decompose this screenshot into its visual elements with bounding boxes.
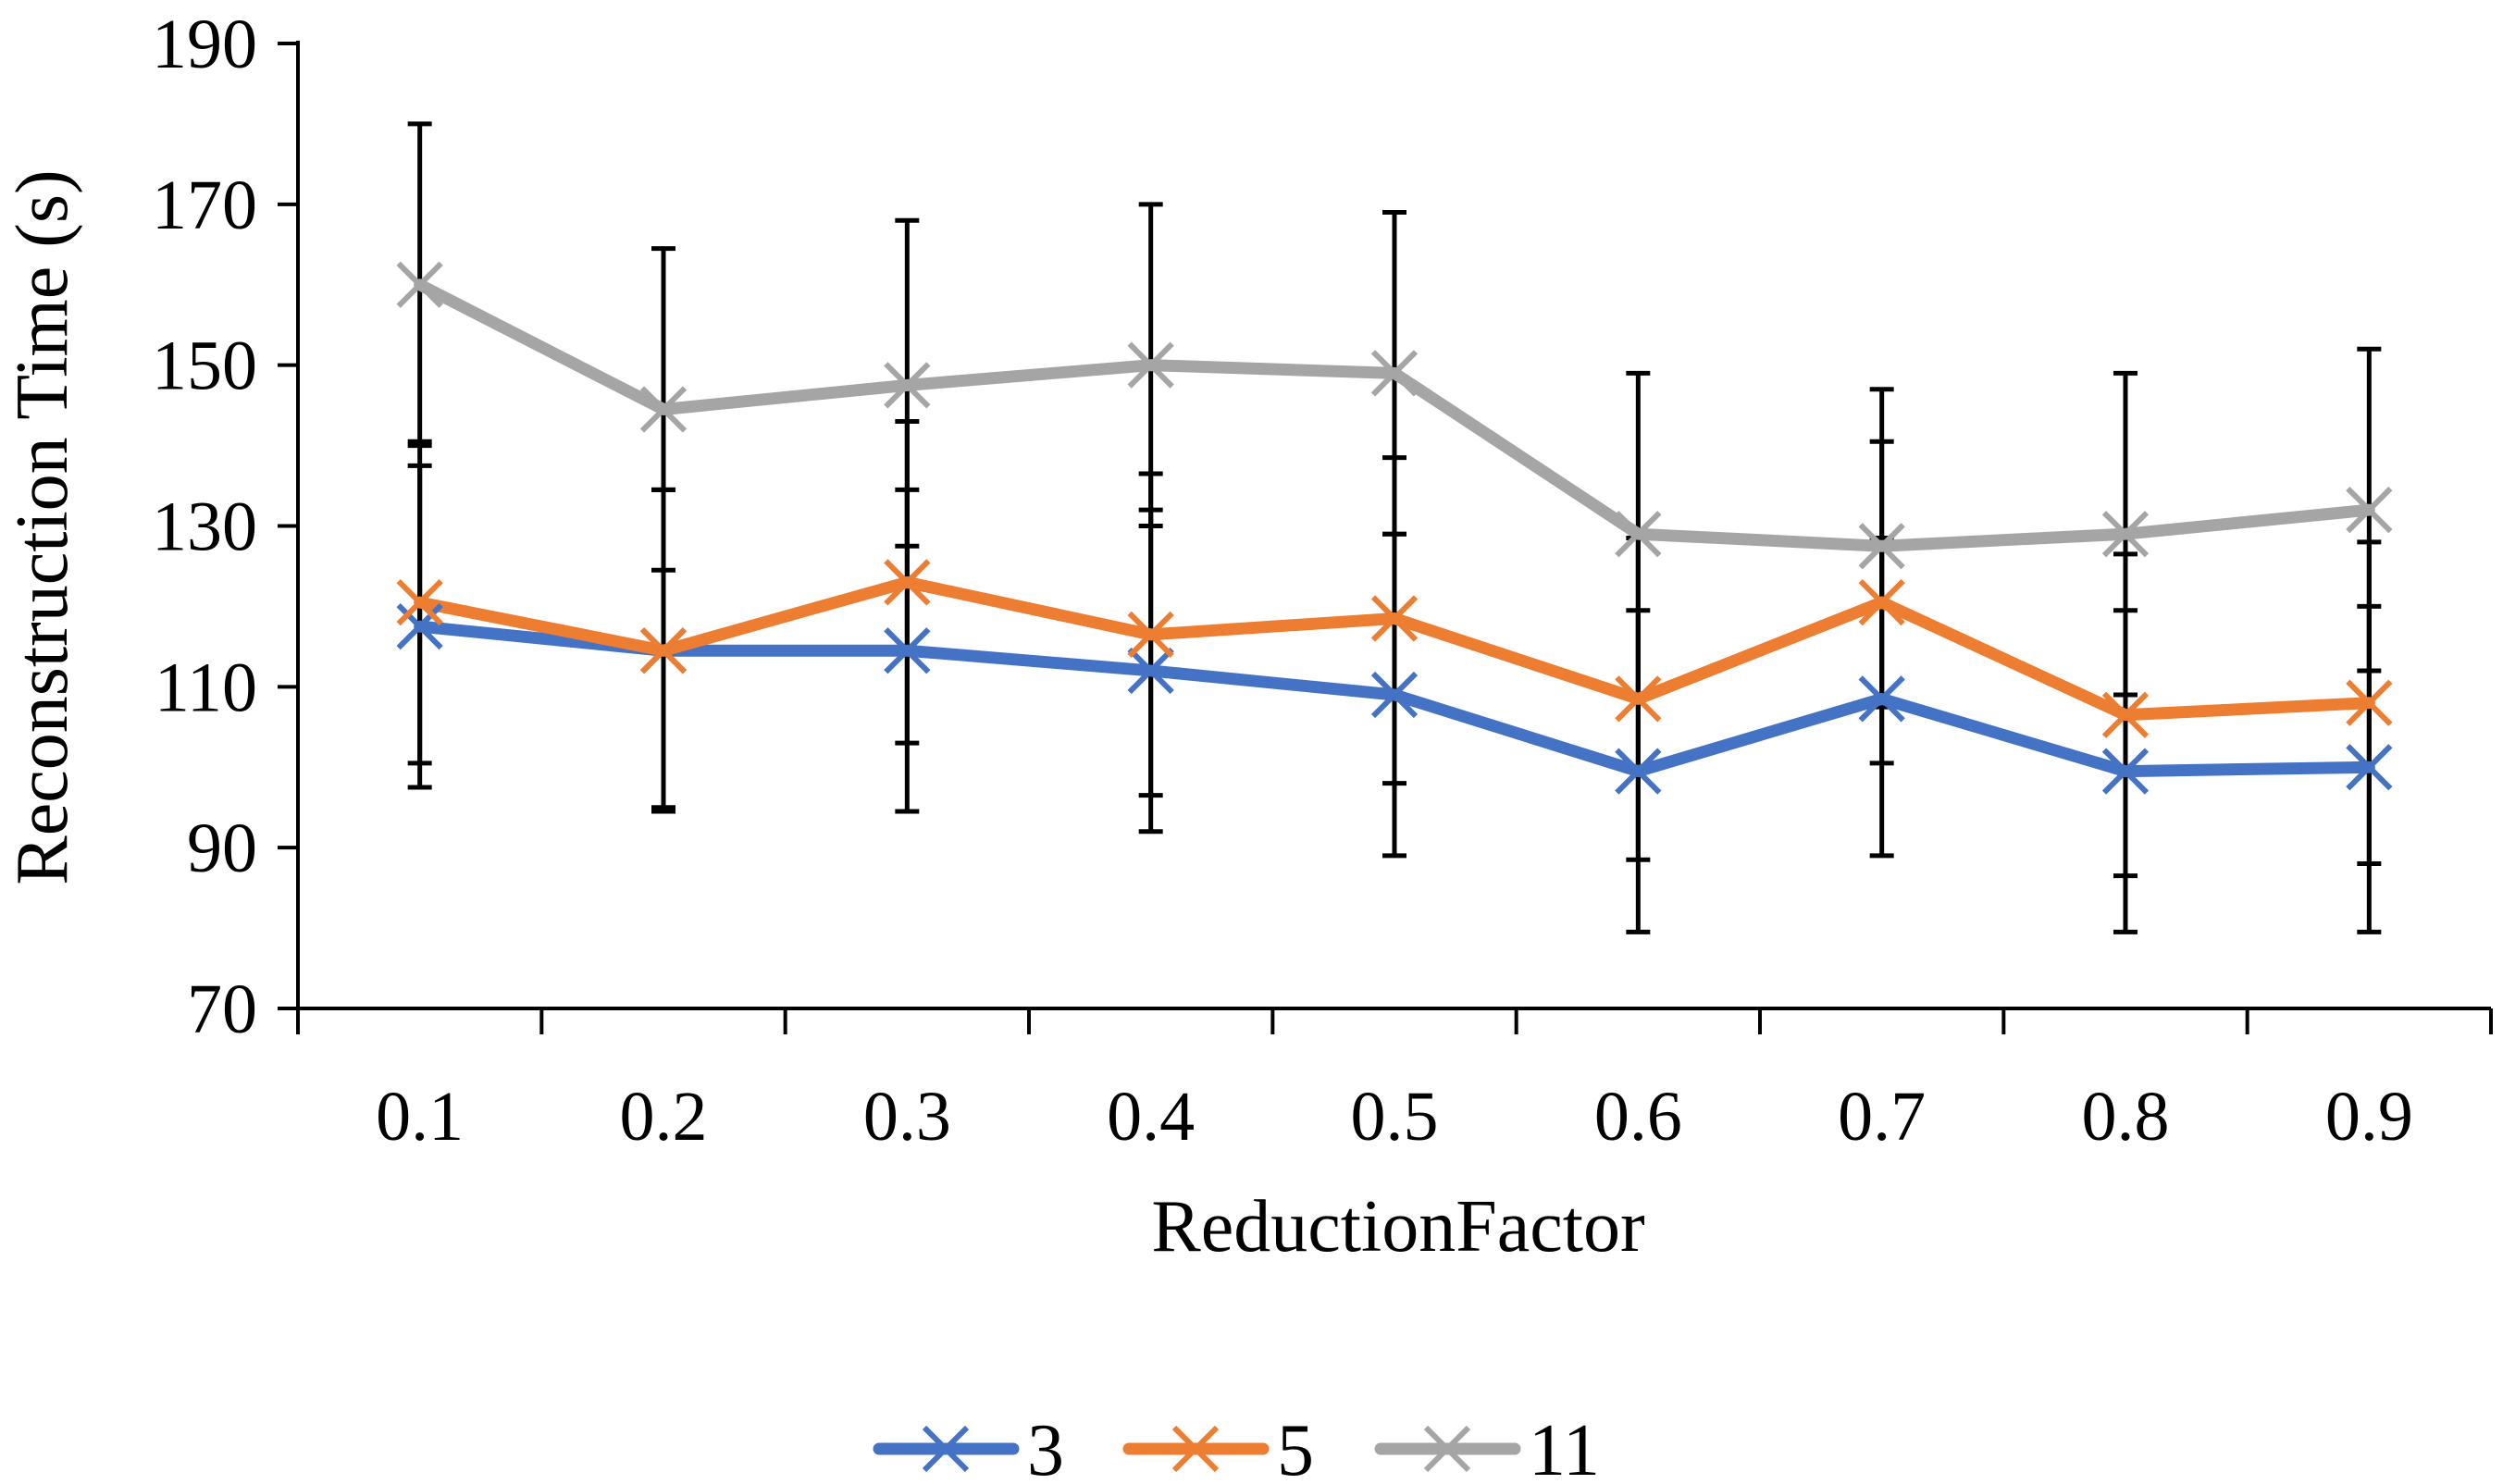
data-point-3 — [1370, 671, 1419, 719]
legend-label-5: 5 — [1277, 1410, 1314, 1484]
data-point-3 — [884, 627, 931, 674]
data-point-3 — [2346, 744, 2393, 791]
error-bars — [407, 121, 2382, 934]
y-tick-label: 110 — [155, 649, 257, 726]
data-point-5 — [1370, 595, 1419, 642]
legend-marker-11 — [1423, 1425, 1471, 1473]
tick-labels: 70 90 110 130 150 170 190 0.1 0.2 0.3 0.4 0.5 0.6 0.7… — [152, 6, 2413, 1156]
x-tick-label: 0.8 — [2082, 1078, 2170, 1156]
y-tick-label: 170 — [152, 167, 257, 244]
x-axis-title: ReductionFactor — [1151, 1186, 1644, 1268]
axes — [278, 41, 2493, 1034]
data-point-11 — [1127, 341, 1174, 389]
data-point-5 — [1615, 675, 1662, 723]
data-point-11 — [1858, 523, 1905, 570]
data-point-3 — [1127, 647, 1174, 695]
data-point-5 — [639, 627, 688, 674]
legend-label-11: 11 — [1529, 1410, 1600, 1484]
data-point-5 — [2101, 691, 2150, 738]
data-point-3 — [396, 603, 443, 650]
y-tick-label: 90 — [187, 810, 257, 887]
y-axis-title: Reconstruction Time (s) — [2, 169, 83, 884]
data-point-11 — [2346, 486, 2393, 534]
data-point-11 — [396, 261, 443, 308]
data-point-5 — [2346, 679, 2393, 726]
legend: 3 5 11 — [873, 1410, 1600, 1484]
x-tick-label: 0.5 — [1351, 1078, 1439, 1156]
y-tick-label: 190 — [152, 6, 257, 83]
data-point-5 — [1127, 611, 1174, 658]
y-tick-label: 70 — [187, 971, 257, 1048]
data-point-5 — [1858, 578, 1905, 626]
legend-marker-5 — [1171, 1425, 1220, 1473]
data-point-11 — [1370, 350, 1419, 397]
y-tick-label: 130 — [152, 488, 257, 566]
data-point-11 — [1615, 511, 1662, 558]
x-tick-label: 0.3 — [863, 1078, 951, 1156]
x-tick-label: 0.4 — [1107, 1078, 1195, 1156]
legend-marker-3 — [922, 1425, 970, 1473]
y-tick-label: 150 — [152, 328, 257, 405]
x-tick-label: 0.9 — [2325, 1078, 2413, 1156]
data-point-5 — [396, 578, 443, 626]
data-point-11 — [2101, 511, 2150, 558]
x-tick-label: 0.7 — [1838, 1078, 1926, 1156]
data-point-5 — [884, 559, 931, 606]
legend-label-3: 3 — [1027, 1410, 1064, 1484]
data-point-3 — [2101, 748, 2150, 795]
data-point-11 — [884, 362, 931, 409]
series-markers — [396, 261, 2393, 795]
data-point-3 — [1615, 748, 1662, 795]
x-tick-label: 0.1 — [376, 1078, 464, 1156]
data-point-11 — [639, 386, 688, 433]
x-tick-label: 0.6 — [1594, 1078, 1682, 1156]
x-tick-label: 0.2 — [620, 1078, 708, 1156]
data-point-3 — [1858, 675, 1905, 723]
